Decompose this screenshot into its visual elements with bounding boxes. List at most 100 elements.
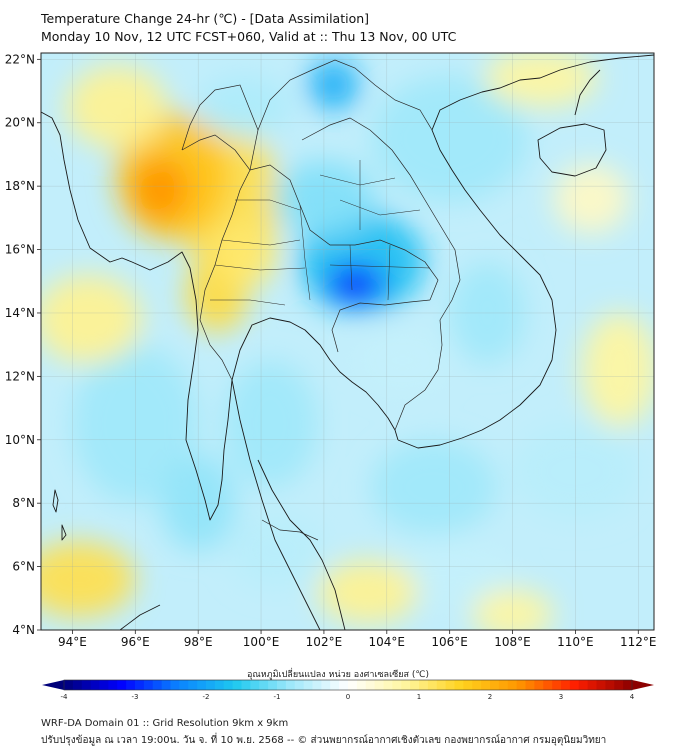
- lon-tick-label: 110°E: [557, 635, 594, 649]
- field-anomaly-warm: [484, 53, 598, 107]
- colorbar-segment: [81, 680, 92, 690]
- colorbar-segment: [117, 680, 127, 690]
- colorbar-segment: [481, 680, 491, 690]
- field-anomaly-cool: [327, 265, 384, 304]
- colorbar-segment: [277, 680, 287, 690]
- leizhou-peninsula: [574, 69, 601, 116]
- colorbar-segment: [303, 680, 313, 690]
- colorbar-segment: [143, 680, 154, 690]
- field-anomaly-cool: [229, 512, 324, 589]
- colorbar-min-extension: [42, 680, 64, 690]
- laos-vietnam-border: [301, 117, 461, 321]
- lat-tick-label: 14°N: [5, 306, 35, 320]
- coastlines-and-borders: [41, 54, 654, 630]
- colorbar-segment: [578, 680, 589, 690]
- lat-tick-label: 12°N: [5, 369, 35, 383]
- map-axes: 4°N 6°N 8°N 10°N 12°N 14°N 16°N 18°N 20°N 22°N 94°…: [5, 52, 657, 649]
- colorbar-tick-label: -3: [132, 693, 139, 700]
- colorbar-segment: [410, 680, 420, 690]
- colorbar-segment: [330, 680, 340, 690]
- colorbar-tick-label: 0: [346, 693, 350, 700]
- colorbar-segment: [214, 680, 225, 690]
- colorbar-segment: [99, 680, 109, 690]
- thai-provinces: [210, 199, 431, 306]
- lat-tick-label: 4°N: [12, 623, 35, 637]
- field-anomaly-warm: [581, 312, 654, 428]
- peninsula-coastline: [231, 379, 321, 630]
- temperature-field: [41, 53, 654, 630]
- colorbar-segment: [401, 680, 411, 690]
- colorbar-segment: [188, 680, 198, 690]
- field-anomaly-cool: [308, 59, 359, 111]
- thailand-myanmar-border: [181, 134, 251, 381]
- colorbar-tick-label: -4: [61, 693, 69, 700]
- colorbar-segment: [445, 680, 455, 690]
- peninsula-east-coast: [257, 459, 346, 630]
- colorbar-segment: [108, 680, 118, 690]
- lon-tick-label: 98°E: [184, 635, 213, 649]
- sumatra-coast: [119, 604, 161, 630]
- colorbar-segment: [339, 680, 349, 690]
- colorbar-segment: [64, 680, 74, 690]
- field-anomaly-cool: [371, 439, 497, 535]
- colorbar-segment: [152, 680, 163, 690]
- myanmar-coastline: [41, 111, 233, 521]
- country-borders: [181, 59, 461, 541]
- colorbar-segment: [427, 680, 438, 690]
- lon-tick-label: 106°E: [431, 635, 468, 649]
- lon-tick-label: 100°E: [243, 635, 280, 649]
- colorbar-tick-label: 3: [559, 693, 563, 700]
- laos-china-border: [249, 59, 433, 171]
- colorbar-segment: [179, 680, 189, 690]
- colorbar-segment: [268, 680, 278, 690]
- graticule: [41, 53, 654, 630]
- colorbar-segment: [126, 680, 136, 690]
- temperature-change-map: 4°N 6°N 8°N 10°N 12°N 14°N 16°N 18°N 20°N 22°N 94°…: [5, 52, 657, 700]
- chart-subtitle: Monday 10 Nov, 12 UTC FCST+060, Valid at…: [41, 29, 457, 44]
- colorbar-segment: [587, 680, 597, 690]
- colorbar-segment: [223, 680, 234, 690]
- field-anomaly-warm: [213, 224, 277, 288]
- colorbar-segment: [285, 680, 296, 690]
- lat-tick-label: 18°N: [5, 179, 35, 193]
- colorbar-segment: [463, 680, 473, 690]
- andaman-islands: [52, 489, 67, 541]
- colorbar-segment: [197, 680, 207, 690]
- colorbar-segment: [383, 680, 393, 690]
- colorbar-segment: [534, 680, 544, 690]
- map-plot-area: [41, 53, 654, 630]
- map-frame: [40, 52, 655, 631]
- lon-tick-label: 94°E: [58, 635, 87, 649]
- colorbar-segment: [392, 680, 402, 690]
- lon-tick-label: 96°E: [121, 635, 150, 649]
- colorbar-segment: [365, 680, 376, 690]
- colorbar-segment: [72, 680, 83, 690]
- lon-tick-label: 108°E: [494, 635, 531, 649]
- colorbar-segment: [436, 680, 447, 690]
- lon-tick-label: 102°E: [306, 635, 343, 649]
- colorbar-segment: [135, 680, 145, 690]
- colorbar-segment: [241, 680, 251, 690]
- colorbar-segment: [454, 680, 464, 690]
- colorbar-segment: [419, 680, 429, 690]
- colorbar-segment: [605, 680, 615, 690]
- vietnam-coastline: [397, 54, 654, 449]
- colorbar-segment: [90, 680, 100, 690]
- myanmar-china-border: [181, 84, 259, 151]
- field-anomaly-cool: [355, 328, 450, 393]
- colorbar-segment: [516, 680, 526, 690]
- colorbar-tick-label: -1: [274, 693, 281, 700]
- colorbar-tick-label: 4: [630, 693, 635, 700]
- colorbar-segment: [490, 680, 500, 690]
- colorbar-segment: [294, 680, 305, 690]
- field-anomaly-cool: [223, 360, 318, 488]
- colorbar-segment: [232, 680, 242, 690]
- colorbar: -4 -3 -2 -1 0 1 2 3 4: [42, 679, 654, 700]
- laos-provinces: [319, 160, 421, 230]
- field-anomaly-warm: [41, 274, 142, 364]
- colorbar-segment: [250, 680, 260, 690]
- colorbar-segment: [552, 680, 562, 690]
- lat-tick-label: 22°N: [5, 52, 35, 66]
- colorbar-title: อุณหภูมิเปลี่ยนแปลง หน่วย องศาเซลเซียส (…: [246, 670, 430, 680]
- colorbar-segment: [472, 680, 482, 690]
